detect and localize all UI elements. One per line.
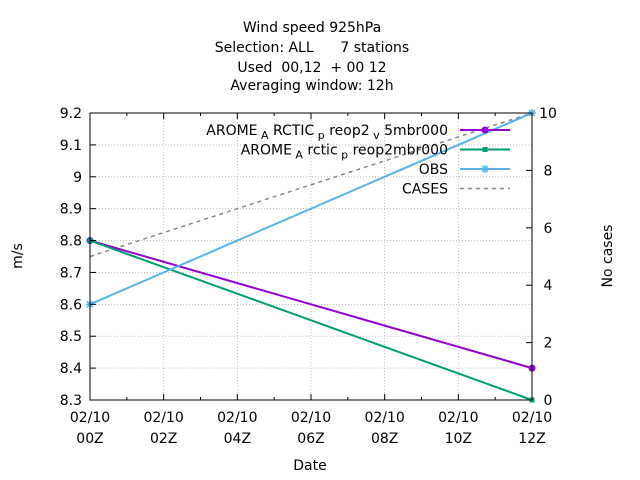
title-line-3: Used 00,12 + 00 12 (237, 60, 386, 76)
y-tick-label: 8.4 (60, 361, 82, 377)
y2-tick-label: 4 (544, 278, 553, 294)
legend-label-obs: OBS (419, 162, 448, 178)
y2-tick-label: 0 (544, 393, 553, 409)
legend-marker-arome-arctic-preop2-v5mbr000 (481, 126, 489, 134)
x-tick-label: 12Z (518, 431, 545, 447)
y-tick-label: 9.1 (60, 138, 82, 154)
y2-tick-label: 2 (544, 336, 553, 352)
series-line-cases (89, 112, 533, 258)
x-tick-label: 02/10 (512, 410, 552, 426)
y-tick-label: 9.2 (60, 106, 82, 122)
y2-axis-label: No cases (600, 225, 616, 288)
legend-label-cases: CASES (402, 182, 448, 198)
x-tick-label: 10Z (445, 431, 472, 447)
y-tick-label: 8.5 (60, 329, 82, 345)
legend-label-subscript: A (258, 129, 269, 142)
legend-label-subscript: p (314, 129, 324, 142)
legend-marker-arome-arctic-preop2mbr000 (482, 147, 488, 152)
title-line-2: Selection: ALL 7 stations (215, 40, 409, 56)
x-tick-label: 02/10 (70, 410, 110, 426)
legend-label-arome-arctic-preop2-v5mbr000: AROME A RCTIC p reop2 v 5mbr000 (206, 123, 448, 142)
series-line-arome-arctic-preop2-v5mbr000 (89, 239, 533, 370)
axis-ticks: 8.3 8.4 8.5 8.6 8.7 8.8 8.9 9 9.1 9.2 0 2 4 6 8 10 02/10… (60, 106, 557, 447)
x-tick-label: 02/10 (143, 410, 183, 426)
legend-label-arome-arctic-preop2mbr000: AROME A rctic p reop2mbr000 (241, 143, 448, 162)
x-tick-label: 02/10 (438, 410, 478, 426)
chart-title: Wind speed 925hPa Selection: ALL 7 stati… (215, 20, 409, 94)
x-tick-label: 02/10 (291, 410, 331, 426)
series-layer (86, 109, 536, 403)
legend-marker-obs-stroke (481, 165, 489, 173)
y2-tick-label: 8 (544, 163, 553, 179)
y2-tick-label: 10 (539, 106, 557, 122)
x-tick-label: 02/10 (217, 410, 257, 426)
x-tick-label: 02/10 (364, 410, 404, 426)
y-tick-label: 8.9 (60, 202, 82, 218)
legend-label-part: reop2mbr000 (348, 143, 448, 159)
x-tick-label: 08Z (371, 431, 398, 447)
x-tick-label: 04Z (224, 431, 251, 447)
series-line-obs (89, 112, 533, 306)
legend-label-subscript: A (292, 149, 303, 162)
y-tick-label: 8.7 (60, 265, 82, 281)
x-axis-label: Date (293, 458, 326, 474)
x-tick-label: 02Z (150, 431, 177, 447)
title-line-4: Averaging window: 12h (230, 78, 393, 94)
y-tick-label: 8.6 (60, 297, 82, 313)
legend-label-part: reop2 (325, 123, 370, 139)
y-tick-label: 8.3 (60, 393, 82, 409)
legend-marker-obs (481, 165, 489, 173)
legend-label-part: 5mbr000 (380, 123, 448, 139)
y-tick-label: 9 (73, 170, 82, 186)
legend-label-part: RCTIC (269, 123, 315, 139)
x-tick-label: 06Z (297, 431, 324, 447)
legend-label-part: rctic (303, 143, 338, 159)
legend-label-subscript: v (370, 129, 380, 142)
series-line-arome-arctic-preop2mbr000 (89, 239, 533, 401)
y2-tick-label: 6 (544, 221, 553, 237)
legend-label-part: AROME (241, 143, 292, 159)
y-axis-label: m/s (10, 243, 26, 269)
x-tick-label: 00Z (76, 431, 103, 447)
title-line-1: Wind speed 925hPa (243, 20, 381, 36)
legend-label-part: AROME (206, 123, 257, 139)
legend-label-subscript: p (338, 149, 348, 162)
y-tick-label: 8.8 (60, 234, 82, 250)
